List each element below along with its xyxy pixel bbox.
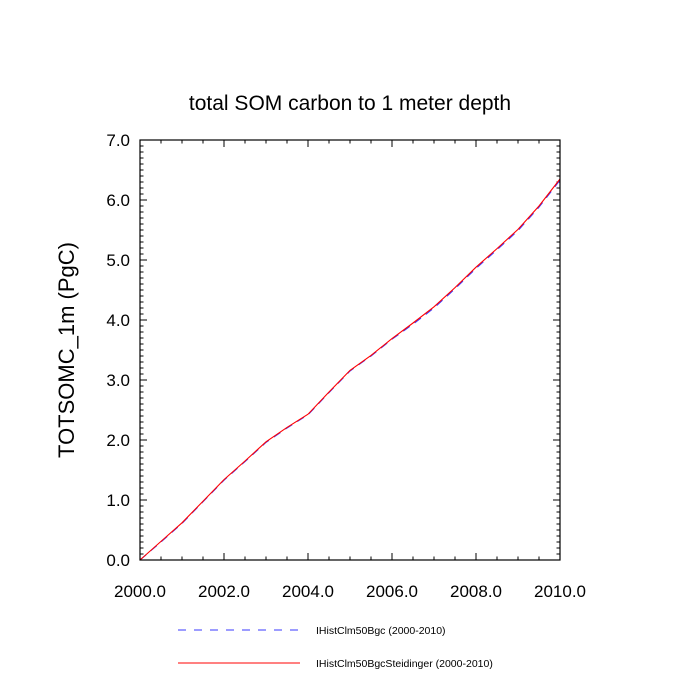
- series-group: [139, 178, 561, 561]
- axes: 0.0 1.0 2.0 3.0 4.0 5.0 6.0 7.0 2000.0 2002.0 2004…: [106, 131, 586, 601]
- x-tick-label: 2002.0: [198, 582, 250, 601]
- series-line-2: [139, 178, 561, 561]
- y-tick-label: 4.0: [106, 311, 130, 330]
- x-tick-label: 2004.0: [282, 582, 334, 601]
- x-tick-label: 2010.0: [534, 582, 586, 601]
- plot-frame: [139, 139, 561, 561]
- y-tick-label: 7.0: [106, 131, 130, 150]
- y-tick-label: 2.0: [106, 431, 130, 450]
- y-tick-label: 0.0: [106, 551, 130, 570]
- legend: IHistClm50Bgc (2000-2010) IHistClm50BgcSt…: [178, 625, 493, 670]
- x-tick-label: 2008.0: [450, 582, 502, 601]
- y-tick-label: 1.0: [106, 491, 130, 510]
- y-tick-label: 5.0: [106, 251, 130, 270]
- y-axis-label: TOTSOMC_1m (PgC): [54, 242, 79, 458]
- y-tick-label: 6.0: [106, 191, 130, 210]
- y-tick-label: 3.0: [106, 371, 130, 390]
- legend-label-2: IHistClm50BgcSteidinger (2000-2010): [316, 658, 493, 670]
- x-tick-label: 2006.0: [366, 582, 418, 601]
- chart-title: total SOM carbon to 1 meter depth: [189, 92, 511, 115]
- x-tick-label: 2000.0: [114, 582, 166, 601]
- legend-label-1: IHistClm50Bgc (2000-2010): [316, 625, 446, 637]
